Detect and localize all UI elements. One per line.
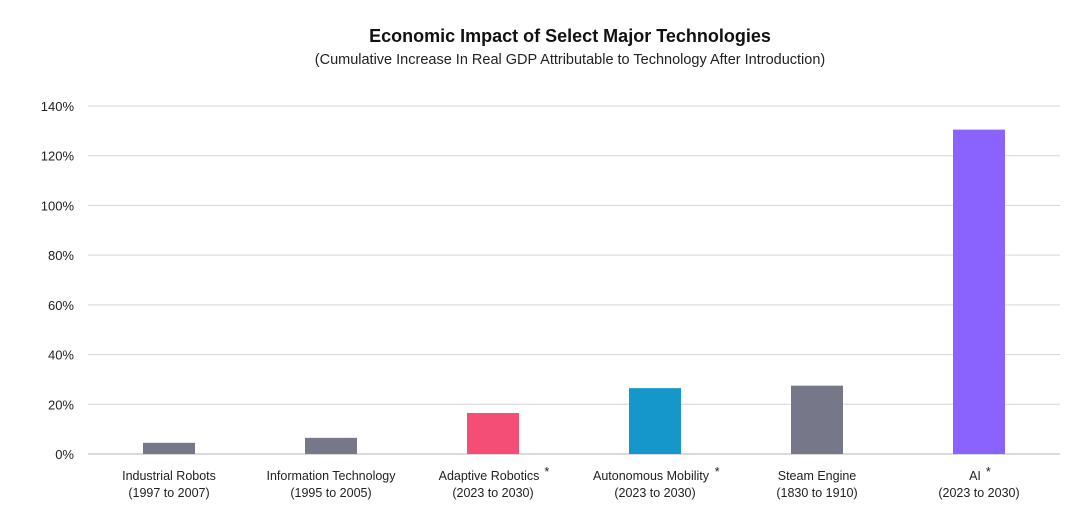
category-label: Autonomous Mobility xyxy=(593,469,710,483)
bar-autonomous-mobility xyxy=(629,388,681,454)
bar-ai xyxy=(953,129,1005,454)
category-period-label: (1997 to 2007) xyxy=(128,486,209,500)
category-label: Information Technology xyxy=(266,469,396,483)
chart-subtitle: (Cumulative Increase In Real GDP Attribu… xyxy=(314,52,826,68)
y-tick-label: 60% xyxy=(48,298,74,313)
y-tick-label: 100% xyxy=(41,198,75,213)
y-tick-label: 120% xyxy=(41,149,75,164)
category-footnote-marker: * xyxy=(544,465,549,479)
category-period-label: (2023 to 2030) xyxy=(452,486,533,500)
bar-adaptive-robotics xyxy=(467,412,519,454)
category-label: Adaptive Robotics xyxy=(439,469,540,483)
y-tick-label: 20% xyxy=(48,397,74,412)
chart-title: Economic Impact of Select Major Technolo… xyxy=(369,26,771,46)
bar-information-technology xyxy=(305,437,357,454)
category-period-label: (2023 to 2030) xyxy=(938,486,1019,500)
category-label: AI xyxy=(969,469,981,483)
category-footnote-marker: * xyxy=(715,465,720,479)
bar-steam-engine xyxy=(791,385,843,454)
y-tick-label: 40% xyxy=(48,348,74,363)
y-axis-tick-labels: 0% 20% 40% 60% 80% 100% 120% 140% xyxy=(41,99,75,462)
x-axis-category-labels: Industrial Robots (1997 to 2007) Informati… xyxy=(122,465,1020,500)
category-label: Steam Engine xyxy=(778,469,857,483)
y-tick-label: 80% xyxy=(48,248,74,263)
category-period-label: (1995 to 2005) xyxy=(290,486,371,500)
bars xyxy=(143,129,1005,454)
y-tick-label: 140% xyxy=(41,99,75,114)
category-footnote-marker: * xyxy=(986,465,991,479)
bar-industrial-robots xyxy=(143,442,195,454)
y-tick-label: 0% xyxy=(55,447,74,462)
category-period-label: (2023 to 2030) xyxy=(614,486,695,500)
gridlines xyxy=(88,105,1060,455)
category-period-label: (1830 to 1910) xyxy=(776,486,857,500)
category-label: Industrial Robots xyxy=(122,469,216,483)
